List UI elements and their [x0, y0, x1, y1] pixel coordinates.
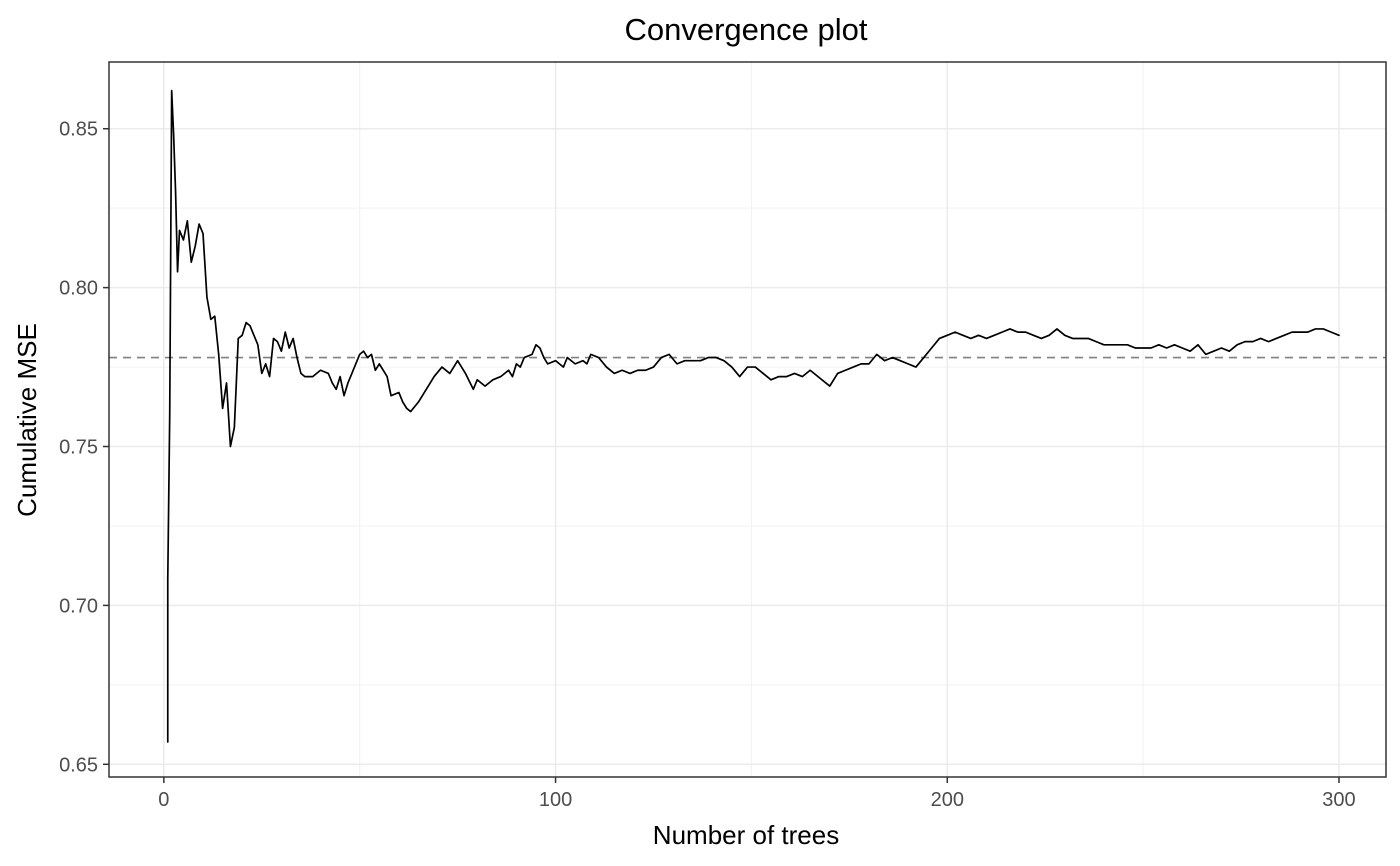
x-tick-label: 300	[1322, 789, 1355, 811]
y-tick-label: 0.70	[59, 595, 98, 617]
y-tick-label: 0.80	[59, 278, 98, 300]
x-tick-label: 0	[158, 789, 169, 811]
grid-layer	[109, 62, 1386, 777]
y-tick-label: 0.65	[59, 754, 98, 776]
cumulative-mse-line	[166, 89, 1340, 743]
plot-panel-border	[108, 61, 1387, 778]
y-axis-label: Cumulative MSE	[12, 323, 42, 517]
y-tick-label: 0.85	[59, 119, 98, 141]
chart-title: Convergence plot	[625, 12, 868, 47]
y-tick-label: 0.75	[59, 437, 98, 459]
x-tick-label: 200	[931, 789, 964, 811]
x-axis-label: Number of trees	[653, 820, 839, 850]
x-tick-label: 100	[539, 789, 572, 811]
